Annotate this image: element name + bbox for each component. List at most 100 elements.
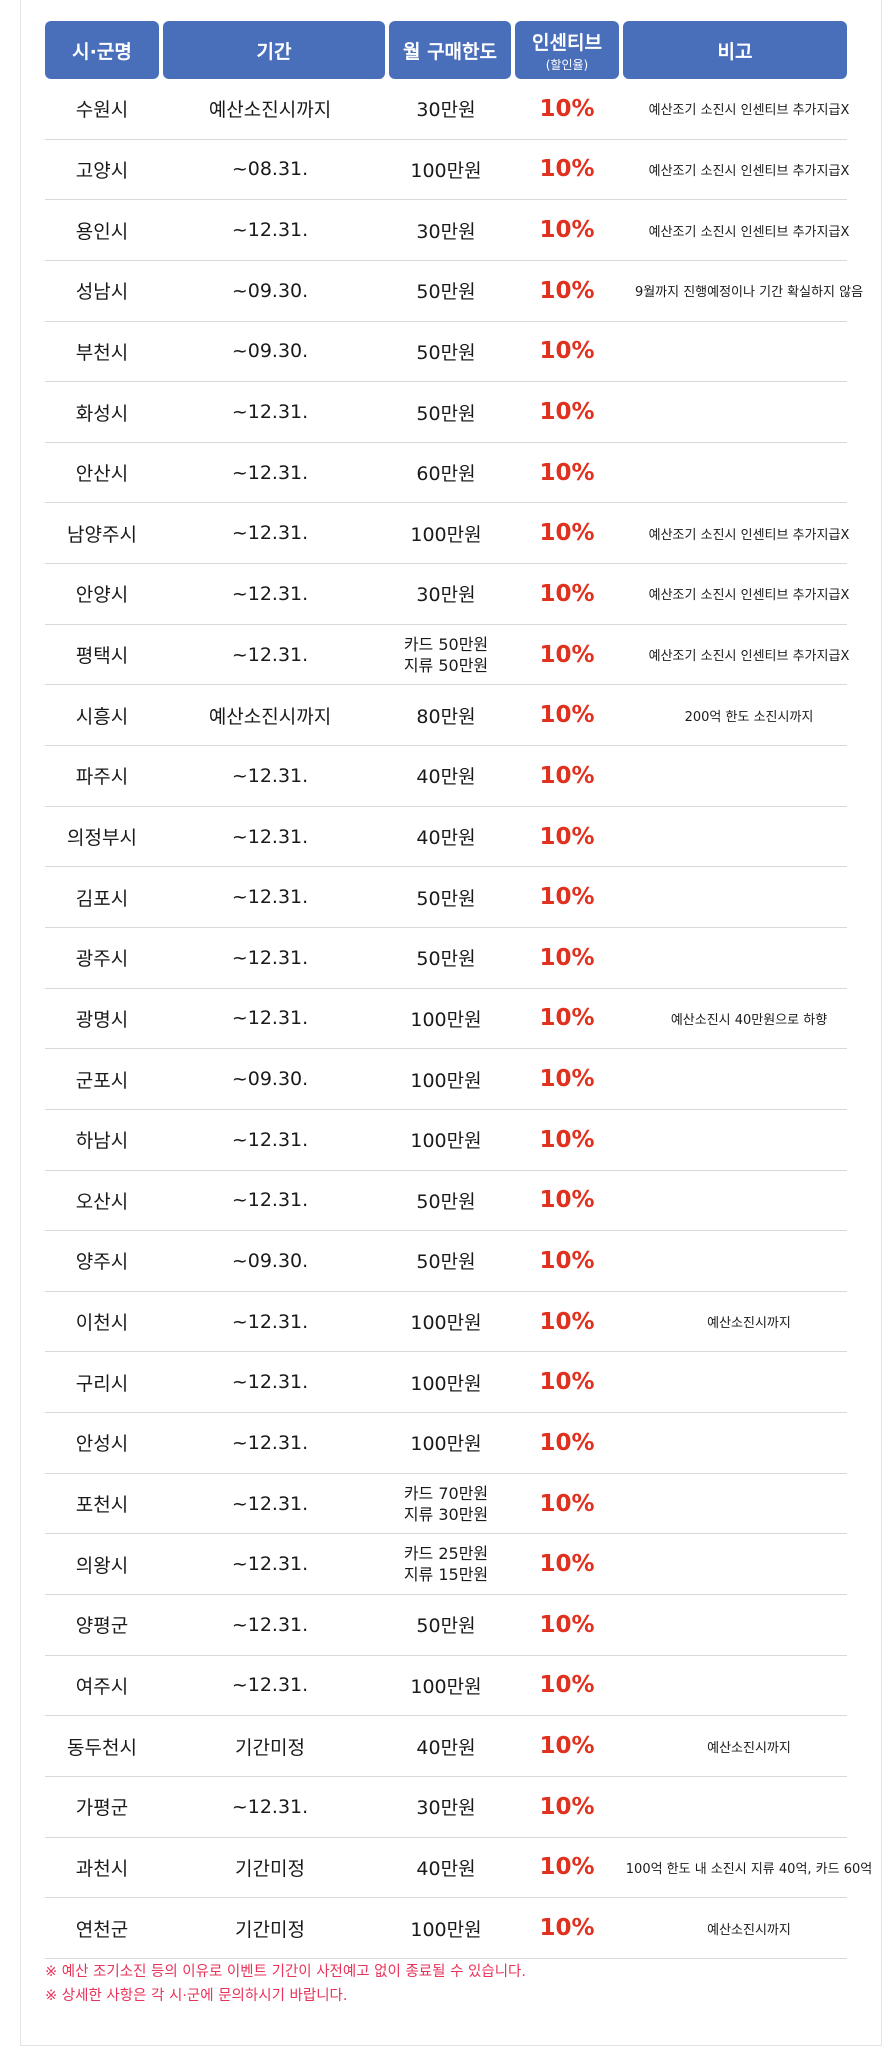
limit-line: 40만원	[416, 1736, 476, 1759]
note-cell: 예산소진시까지	[707, 1740, 791, 1756]
limit-cell: 40만원	[381, 1716, 511, 1776]
city-cell: 포천시	[75, 1494, 129, 1517]
limit-line: 100만원	[410, 1372, 482, 1395]
city-cell: 남양주시	[67, 523, 137, 546]
incentive-cell: 10%	[539, 1187, 595, 1214]
incentive-cell: 10%	[539, 156, 595, 183]
city-cell: 수원시	[75, 99, 129, 122]
limit-line: 100만원	[410, 1008, 482, 1031]
table-row: 남양주시 ~12.31. 100만원 10% 예산조기 소진시 인센티브 추가지급X	[45, 503, 849, 565]
incentive-cell: 10%	[539, 1915, 595, 1942]
note-cell: 100억 한도 내 소진시 지류 40억, 카드 60억	[625, 1861, 873, 1877]
incentive-cell: 10%	[539, 520, 595, 547]
limit-cell: 30만원	[381, 79, 511, 139]
city-cell: 성남시	[75, 281, 129, 304]
note-cell: 예산소진시 40만원으로 하향	[670, 1012, 828, 1028]
note-cell	[629, 928, 869, 988]
note-cell	[629, 1534, 869, 1594]
period-cell: 예산소진시까지	[208, 99, 332, 122]
city-cell: 안성시	[75, 1433, 129, 1456]
incentive-cell: 10%	[539, 1733, 595, 1760]
limit-line: 지류 30만원	[403, 1504, 489, 1524]
limit-cell: 50만원	[381, 261, 511, 321]
table-row: 오산시 ~12.31. 50만원 10%	[45, 1171, 847, 1232]
limit-line: 100만원	[410, 523, 482, 546]
note-cell	[629, 1231, 869, 1291]
note-cell: 예산조기 소진시 인센티브 추가지급X	[648, 163, 850, 179]
incentive-table-page: 시·군명 기간 월 구매한도 인센티브 (할인율) 비고 수원시 예산소진시까지 3…	[20, 0, 882, 2046]
limit-line: 30만원	[416, 1797, 476, 1820]
city-cell: 가평군	[75, 1797, 129, 1820]
period-cell: ~12.31.	[231, 1128, 309, 1151]
limit-line: 100만원	[410, 1312, 482, 1335]
table-body: 수원시 예산소진시까지 30만원 10% 예산조기 소진시 인센티브 추가지급X 고양시 ~…	[45, 79, 872, 1959]
limit-cell: 100만원	[381, 1898, 511, 1958]
note-cell: 예산조기 소진시 인센티브 추가지급X	[648, 224, 850, 240]
period-cell: ~12.31.	[231, 401, 309, 424]
table-row: 광주시 ~12.31. 50만원 10%	[45, 928, 847, 989]
note-cell	[629, 1352, 869, 1412]
limit-cell: 100만원	[381, 1413, 511, 1473]
period-cell: ~12.31.	[231, 1431, 309, 1454]
note-cell	[629, 807, 869, 867]
city-cell: 구리시	[75, 1372, 129, 1395]
incentive-cell: 10%	[539, 1854, 595, 1881]
note-cell	[629, 1777, 869, 1837]
header-city-label: 시·군명	[72, 40, 132, 63]
note-cell	[629, 1474, 869, 1534]
header-incentive-sub: (할인율)	[545, 57, 589, 72]
limit-cell: 50만원	[381, 867, 511, 927]
incentive-cell: 10%	[539, 641, 595, 668]
limit-line: 40만원	[416, 1857, 476, 1880]
table-row: 고양시 ~08.31. 100만원 10% 예산조기 소진시 인센티브 추가지급X	[45, 140, 849, 201]
period-cell: 기간미정	[235, 1857, 305, 1880]
incentive-cell: 10%	[539, 277, 595, 304]
note-cell: 9월까지 진행예정이나 기간 확실하지 않음	[634, 285, 864, 301]
limit-cell: 100만원	[381, 1110, 511, 1170]
limit-line: 30만원	[416, 220, 476, 243]
limit-line: 카드 50만원	[403, 634, 489, 654]
limit-cell: 40만원	[381, 1838, 511, 1898]
note-cell	[629, 1595, 869, 1655]
period-cell: ~12.31.	[231, 1674, 309, 1697]
limit-cell: 카드 25만원 지류 15만원	[381, 1534, 511, 1594]
table-row: 시흥시 예산소진시까지 80만원 10% 200억 한도 소진시까지	[45, 685, 847, 747]
limit-line: 카드 25만원	[403, 1544, 489, 1564]
table-row: 여주시 ~12.31. 100만원 10%	[45, 1656, 847, 1717]
note-cell: 예산조기 소진시 인센티브 추가지급X	[648, 649, 850, 665]
city-cell: 시흥시	[75, 705, 129, 728]
note-cell	[629, 1171, 869, 1231]
period-cell: ~12.31.	[231, 1613, 309, 1636]
note-cell: 예산조기 소진시 인센티브 추가지급X	[648, 588, 850, 604]
limit-line: 30만원	[416, 584, 476, 607]
note-cell	[629, 1656, 869, 1716]
period-cell: ~09.30.	[231, 1249, 309, 1272]
incentive-cell: 10%	[539, 1490, 595, 1517]
city-cell: 여주시	[75, 1675, 129, 1698]
table-row: 수원시 예산소진시까지 30만원 10% 예산조기 소진시 인센티브 추가지급X	[45, 79, 849, 140]
period-cell: ~12.31.	[231, 886, 309, 909]
limit-line: 100만원	[410, 1069, 482, 1092]
header-limit: 월 구매한도	[389, 21, 511, 79]
limit-cell: 60만원	[381, 443, 511, 503]
limit-cell: 30만원	[381, 200, 511, 260]
period-cell: ~12.31.	[231, 1795, 309, 1818]
header-incentive: 인센티브 (할인율)	[515, 21, 619, 79]
limit-line: 50만원	[416, 1190, 476, 1213]
period-cell: ~12.31.	[231, 1492, 309, 1515]
header-incentive-label: 인센티브	[532, 31, 602, 54]
footnote-2: ※ 상세한 사항은 각 시·군에 문의하시기 바랍니다.	[45, 1988, 348, 2004]
table-row: 평택시 ~12.31. 카드 50만원 지류 50만원 10% 예산조기 소진시 인센티브…	[45, 625, 849, 686]
city-cell: 동두천시	[67, 1736, 137, 1759]
period-cell: 기간미정	[235, 1736, 305, 1759]
footnote-1: ※ 예산 조기소진 등의 이유로 이벤트 기간이 사전예고 없이 종료될 수 있…	[45, 1964, 526, 1980]
limit-cell: 30만원	[381, 564, 511, 624]
limit-cell: 40만원	[381, 746, 511, 806]
table-row: 포천시 ~12.31. 카드 70만원 지류 30만원 10%	[45, 1474, 847, 1535]
note-cell: 200억 한도 소진시까지	[684, 709, 814, 725]
table-row: 의정부시 ~12.31. 40만원 10%	[45, 807, 847, 868]
city-cell: 안산시	[75, 463, 129, 486]
period-cell: ~08.31.	[231, 158, 309, 181]
limit-cell: 카드 50만원 지류 50만원	[381, 625, 511, 685]
limit-line: 카드 70만원	[403, 1483, 489, 1503]
